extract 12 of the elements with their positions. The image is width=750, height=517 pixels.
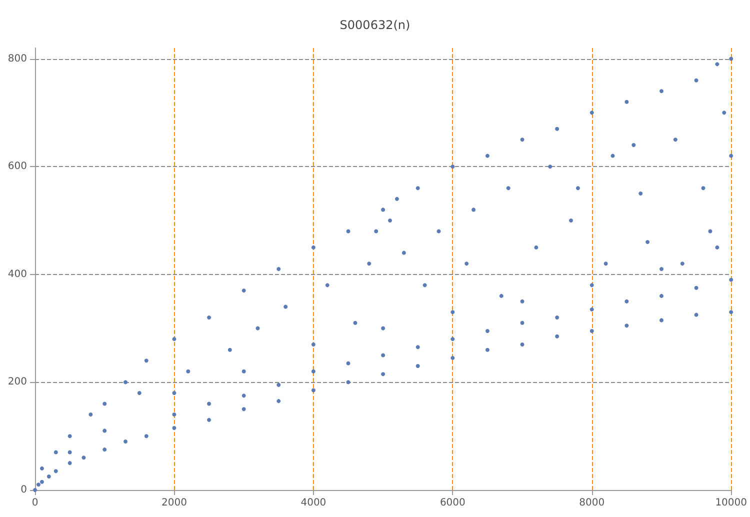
y-tick-label: 600 — [8, 161, 27, 172]
chart-title: S000632(n) — [340, 18, 410, 32]
x-tick-label: 10000 — [715, 498, 747, 508]
y-tick-label: 400 — [8, 268, 27, 280]
x-tick-label: 6000 — [440, 498, 466, 508]
y-tick-label: 200 — [8, 376, 27, 388]
x-tick-label: 4000 — [300, 498, 326, 508]
x-tick-label: 8000 — [579, 498, 605, 508]
y-tick-label: 800 — [8, 53, 27, 64]
x-tick-label: 0 — [32, 498, 38, 508]
y-tick-label: 0 — [20, 484, 27, 496]
x-tick-label: 2000 — [161, 498, 187, 508]
